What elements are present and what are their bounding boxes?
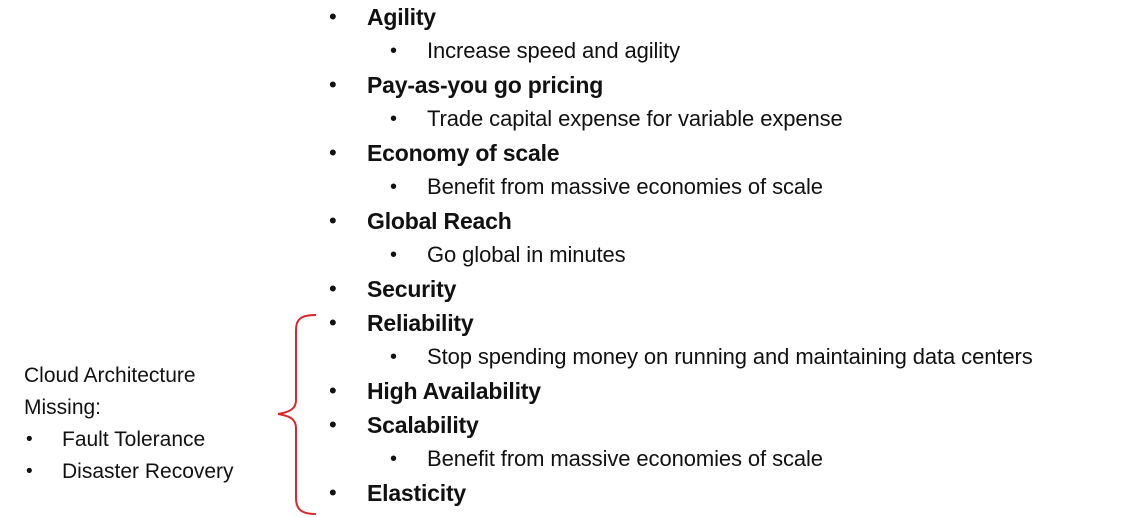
bullet: • bbox=[329, 136, 337, 170]
side-note: Cloud Architecture Missing: • Fault Tole… bbox=[24, 360, 284, 488]
list-item-level1: • High Availability bbox=[329, 374, 1119, 408]
bullet: • bbox=[329, 408, 337, 442]
list-item-text: Trade capital expense for variable expen… bbox=[427, 102, 843, 136]
list-item-level2: • Increase speed and agility bbox=[329, 34, 1119, 68]
bullet: • bbox=[329, 374, 337, 408]
side-note-item: • Fault Tolerance bbox=[24, 424, 284, 456]
list-item-text: Pay-as-you go pricing bbox=[367, 68, 603, 102]
bullet: • bbox=[390, 442, 397, 476]
list-item-level1: • Scalability bbox=[329, 408, 1119, 442]
bullet: • bbox=[329, 0, 337, 34]
bullet: • bbox=[26, 424, 33, 456]
bullet: • bbox=[329, 204, 337, 238]
list-item-level2: • Benefit from massive economies of scal… bbox=[329, 442, 1119, 476]
list-item-text: Scalability bbox=[367, 408, 479, 442]
bullet: • bbox=[26, 456, 33, 488]
bullet: • bbox=[329, 68, 337, 102]
list-item-level1: • Reliability bbox=[329, 306, 1119, 340]
side-note-item-text: Fault Tolerance bbox=[62, 424, 205, 456]
benefits-list: • Agility • Increase speed and agility •… bbox=[329, 0, 1119, 510]
side-note-item: • Disaster Recovery bbox=[24, 456, 284, 488]
list-item-text: Global Reach bbox=[367, 204, 512, 238]
list-item-level1: • Security bbox=[329, 272, 1119, 306]
list-item-text: Increase speed and agility bbox=[427, 34, 680, 68]
list-item-level1: • Pay-as-you go pricing bbox=[329, 68, 1119, 102]
list-item-text: Benefit from massive economies of scale bbox=[427, 170, 823, 204]
bullet: • bbox=[390, 34, 397, 68]
side-note-title: Cloud Architecture bbox=[24, 360, 284, 392]
list-item-level1: • Global Reach bbox=[329, 204, 1119, 238]
list-item-text: Security bbox=[367, 272, 456, 306]
list-item-text: Reliability bbox=[367, 306, 473, 340]
list-item-text: Benefit from massive economies of scale bbox=[427, 442, 823, 476]
bullet: • bbox=[329, 306, 337, 340]
list-item-level1: • Elasticity bbox=[329, 476, 1119, 510]
list-item-level2: • Benefit from massive economies of scal… bbox=[329, 170, 1119, 204]
list-item-text: Go global in minutes bbox=[427, 238, 626, 272]
list-item-level1: • Agility bbox=[329, 0, 1119, 34]
bullet: • bbox=[390, 340, 397, 374]
list-item-level2: • Trade capital expense for variable exp… bbox=[329, 102, 1119, 136]
list-item-text: High Availability bbox=[367, 374, 541, 408]
list-item-text: Economy of scale bbox=[367, 136, 559, 170]
side-note-item-text: Disaster Recovery bbox=[62, 456, 234, 488]
bullet: • bbox=[329, 272, 337, 306]
bullet: • bbox=[390, 238, 397, 272]
list-item-text: Stop spending money on running and maint… bbox=[427, 340, 1033, 374]
side-note-subtitle: Missing: bbox=[24, 392, 284, 424]
bullet: • bbox=[329, 476, 337, 510]
list-item-level1: • Economy of scale bbox=[329, 136, 1119, 170]
bullet: • bbox=[390, 170, 397, 204]
bullet: • bbox=[390, 102, 397, 136]
list-item-level2: • Go global in minutes bbox=[329, 238, 1119, 272]
list-item-text: Agility bbox=[367, 0, 436, 34]
list-item-text: Elasticity bbox=[367, 476, 466, 510]
list-item-level2: • Stop spending money on running and mai… bbox=[329, 340, 1119, 374]
